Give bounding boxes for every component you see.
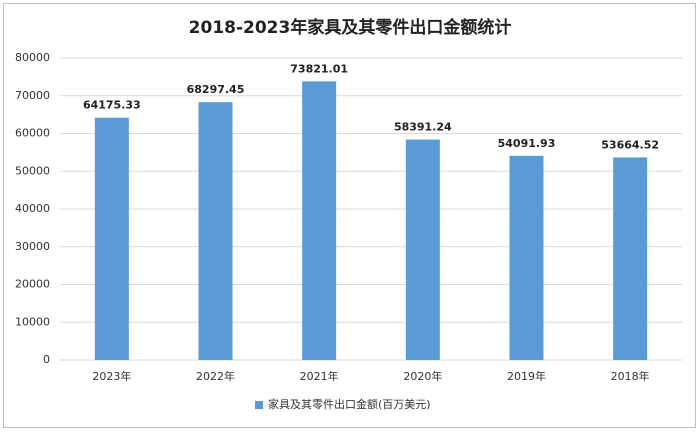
x-tick-label: 2021年 — [300, 369, 339, 383]
legend-swatch — [255, 401, 263, 409]
y-tick-label: 40000 — [15, 202, 50, 215]
x-tick-label: 2020年 — [403, 369, 442, 383]
chart-title: 2018-2023年家具及其零件出口金额统计 — [189, 17, 512, 38]
y-tick-label: 70000 — [15, 89, 50, 102]
x-tick-label: 2022年 — [196, 369, 235, 383]
value-label: 73821.01 — [290, 62, 348, 75]
bar — [405, 139, 440, 360]
value-label: 58391.24 — [394, 121, 452, 134]
bar — [94, 117, 129, 360]
value-label: 64175.33 — [83, 99, 141, 112]
x-tick-label: 2019年 — [507, 369, 546, 383]
y-tick-label: 60000 — [15, 127, 50, 140]
y-tick-label: 0 — [43, 353, 50, 366]
value-label: 53664.52 — [601, 138, 659, 151]
bar — [613, 157, 648, 360]
y-tick-label: 30000 — [15, 240, 50, 253]
value-label: 54091.93 — [498, 137, 556, 150]
y-tick-label: 80000 — [15, 51, 50, 64]
bar — [302, 81, 337, 360]
y-tick-label: 20000 — [15, 278, 50, 291]
bar — [509, 155, 544, 360]
x-tick-label: 2018年 — [611, 369, 650, 383]
y-tick-label: 10000 — [15, 315, 50, 328]
x-tick-label: 2023年 — [92, 369, 131, 383]
y-tick-label: 50000 — [15, 164, 50, 177]
bar — [198, 102, 233, 360]
legend-label: 家具及其零件出口金额(百万美元) — [268, 397, 431, 411]
value-label: 68297.45 — [187, 83, 245, 96]
